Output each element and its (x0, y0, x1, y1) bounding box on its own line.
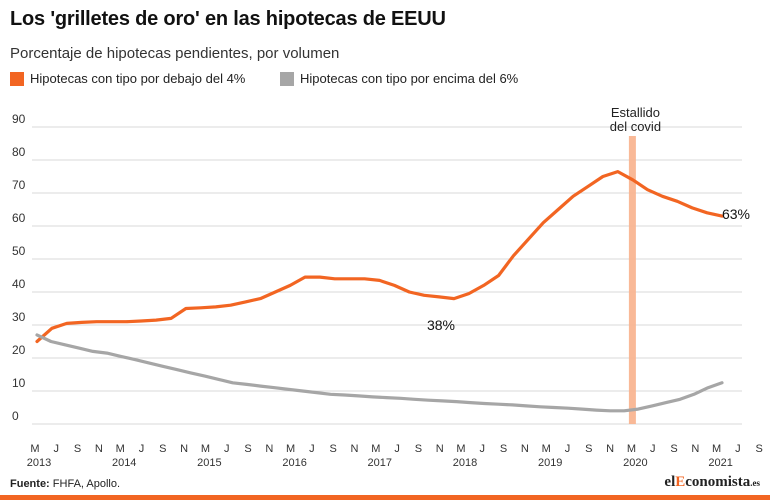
y-tick-label-20: 20 (12, 343, 26, 357)
x-tick-label-17: J (394, 443, 400, 455)
brand-logo: elEconomista.es (664, 474, 760, 491)
series-line-0 (35, 170, 724, 344)
x-tick-label-12: M (286, 443, 295, 455)
series-line-1 (35, 333, 724, 413)
y-tick-label-10: 10 (12, 376, 26, 390)
x-tick-label-25: J (565, 443, 571, 455)
x-year-label-2013: 2013 (27, 457, 51, 469)
x-tick-label-16: M (371, 443, 380, 455)
x-tick-label-6: S (159, 443, 166, 455)
x-tick-label-20: M (456, 443, 465, 455)
legend-swatch-orange (10, 71, 24, 86)
x-tick-label-34: S (756, 443, 763, 455)
x-tick-label-32: M (712, 443, 721, 455)
x-tick-label-27: N (606, 443, 614, 455)
x-tick-label-9: J (224, 443, 230, 455)
x-tick-label-28: M (627, 443, 636, 455)
x-year-label-2019: 2019 (538, 457, 562, 469)
y-tick-label-80: 80 (12, 145, 26, 159)
value-label-38: 38% (427, 317, 455, 333)
y-tick-label-60: 60 (12, 211, 26, 225)
x-tick-label-23: N (521, 443, 529, 455)
y-tick-label-90: 90 (12, 112, 26, 126)
x-tick-label-5: J (139, 443, 145, 455)
x-year-label-2015: 2015 (197, 457, 221, 469)
legend-item-below-4: Hipotecas con tipo por debajo del 4% (10, 71, 245, 86)
x-tick-label-0: M (30, 443, 39, 455)
x-tick-label-15: N (351, 443, 359, 455)
x-tick-label-30: S (670, 443, 677, 455)
source-label: Fuente: (10, 478, 50, 490)
x-year-label-2020: 2020 (623, 457, 647, 469)
legend-label-above-6: Hipotecas con tipo por encima del 6% (300, 71, 519, 86)
x-tick-label-29: J (650, 443, 656, 455)
legend-item-above-6: Hipotecas con tipo por encima del 6% (280, 71, 518, 86)
x-year-label-2016: 2016 (282, 457, 306, 469)
value-label-63: 63% (722, 206, 750, 222)
x-tick-label-7: N (180, 443, 188, 455)
x-year-label-2018: 2018 (453, 457, 477, 469)
y-tick-label-70: 70 (12, 178, 26, 192)
source-text: FHFA, Apollo. (52, 478, 121, 490)
brand-tld: .es (750, 478, 760, 488)
x-year-label-2014: 2014 (112, 457, 136, 469)
x-tick-label-8: M (201, 443, 210, 455)
chart-title: Los 'grilletes de oro' en las hipotecas … (10, 8, 446, 30)
brand-suffix: conomista (685, 474, 751, 490)
y-tick-label-40: 40 (12, 277, 26, 291)
x-year-label-2021: 2021 (708, 457, 732, 469)
x-tick-label-18: S (415, 443, 422, 455)
x-year-label-2017: 2017 (368, 457, 392, 469)
y-tick-label-30: 30 (12, 310, 26, 324)
x-tick-label-21: J (480, 443, 486, 455)
x-tick-label-3: N (95, 443, 103, 455)
bottom-rule (0, 495, 770, 500)
legend-swatch-gray (280, 71, 294, 86)
brand-prefix: el (664, 474, 676, 490)
x-tick-label-4: M (116, 443, 125, 455)
x-tick-label-11: N (265, 443, 273, 455)
x-tick-label-22: S (500, 443, 507, 455)
y-tick-label-0: 0 (12, 409, 19, 423)
x-tick-label-13: J (309, 443, 315, 455)
x-tick-label-19: N (436, 443, 444, 455)
chart-subtitle: Porcentaje de hipotecas pendientes, por … (10, 45, 340, 62)
brand-highlight: E (675, 474, 686, 490)
x-tick-label-33: J (735, 443, 741, 455)
source-note: Fuente: FHFA, Apollo. (10, 478, 120, 490)
x-tick-label-2: S (74, 443, 81, 455)
y-tick-label-50: 50 (12, 244, 26, 258)
covid-annotation-line-1: del covid (610, 119, 661, 134)
x-tick-label-24: M (542, 443, 551, 455)
x-tick-label-14: S (330, 443, 337, 455)
x-tick-label-10: S (244, 443, 251, 455)
x-tick-label-26: S (585, 443, 592, 455)
x-tick-label-31: N (691, 443, 699, 455)
x-tick-label-1: J (54, 443, 60, 455)
covid-annotation-line-0: Estallido (611, 105, 660, 120)
legend-label-below-4: Hipotecas con tipo por debajo del 4% (30, 71, 246, 86)
covid-band (628, 136, 636, 424)
